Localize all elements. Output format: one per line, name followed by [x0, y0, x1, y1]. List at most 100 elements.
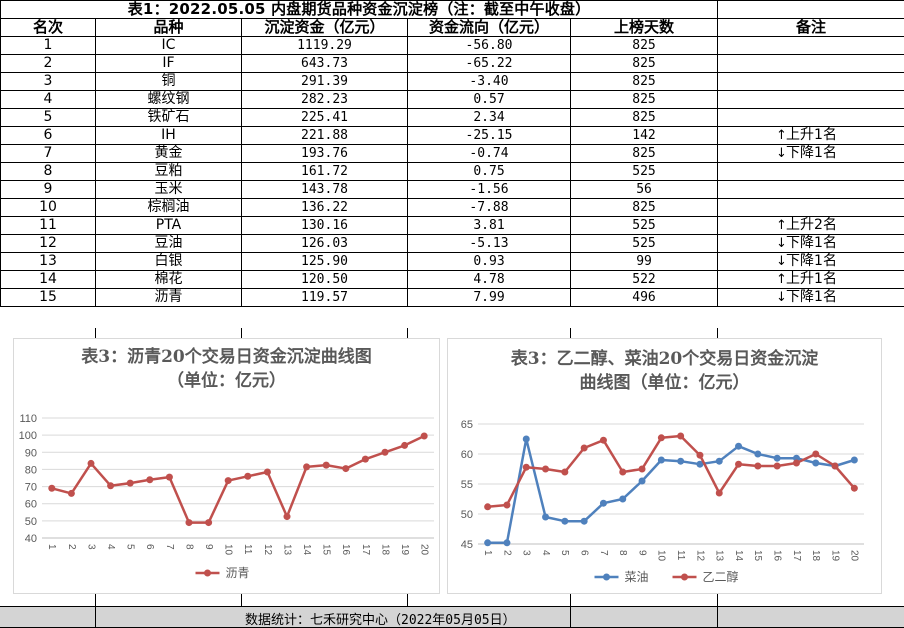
- data-point: [361, 455, 369, 463]
- x-tick-label: 4: [105, 544, 116, 550]
- ranking-table: 表1：2022.05.05 内盘期货品种资金沉淀榜（注：截至中午收盘） 名次 品…: [0, 0, 904, 307]
- cell-capital: 125.90: [241, 252, 408, 271]
- table-row: 5 铁矿石 225.41 2.34 825: [0, 108, 904, 127]
- x-tick-label: 2: [66, 544, 77, 550]
- cell-remark: ↑上升1名: [717, 126, 904, 145]
- cell-flow: -25.15: [407, 126, 571, 145]
- data-point: [401, 441, 409, 449]
- remark-text: 下降1名: [786, 289, 837, 306]
- x-tick-label: 13: [714, 550, 725, 562]
- x-tick-label: 9: [636, 550, 647, 556]
- data-point: [812, 450, 820, 458]
- data-point: [715, 457, 723, 465]
- data-point: [420, 432, 428, 440]
- cell-remark: ↓下降1名: [717, 144, 904, 163]
- cell-capital: 225.41: [241, 108, 408, 127]
- x-tick-label: 17: [360, 544, 371, 556]
- table-row: 11 PTA 130.16 3.81 525 ↑上升2名: [0, 216, 904, 235]
- legend-marker: [681, 573, 688, 581]
- cell-flow: 0.93: [407, 252, 571, 271]
- cell-capital: 120.50: [241, 270, 408, 289]
- x-tick-label: 14: [733, 550, 744, 562]
- cell-remark: ↓下降1名: [717, 234, 904, 253]
- remark-text: 上升1名: [786, 271, 837, 288]
- x-tick-label: 20: [849, 550, 860, 562]
- legend-label: 菜油: [625, 570, 649, 584]
- cell-remark: [717, 108, 904, 127]
- x-tick-label: 8: [617, 550, 628, 556]
- data-point: [773, 454, 781, 462]
- data-point: [48, 484, 56, 492]
- table-row: 1 IC 1119.29 -56.80 825: [0, 36, 904, 55]
- y-tick-label: 40: [25, 533, 37, 545]
- cell-flow: 4.78: [407, 270, 571, 289]
- table-row: 7 黄金 193.76 -0.74 825 ↓下降1名: [0, 144, 904, 163]
- data-point: [792, 454, 800, 462]
- data-point: [107, 482, 115, 490]
- grid-line: [717, 607, 718, 627]
- data-point: [599, 436, 607, 444]
- header-capital: 沉淀资金（亿元）: [241, 18, 408, 37]
- cell-days: 525: [569, 234, 719, 253]
- chart1-title-line2: （单位：亿元）: [167, 371, 286, 391]
- remark-text: 下降1名: [786, 235, 837, 252]
- cell-name: PTA: [95, 216, 242, 235]
- data-point: [677, 432, 685, 440]
- data-point: [773, 462, 781, 470]
- meg-rapeseed-chart: 表3：乙二醇、菜油20个交易日资金沉淀 曲线图（单位：亿元） 45 50 55 60 6…: [447, 338, 882, 594]
- x-tick-label: 18: [810, 550, 821, 562]
- x-tick-label: 6: [144, 544, 155, 550]
- cell-capital: 119.57: [241, 288, 408, 307]
- cell-name: 玉米: [95, 180, 242, 199]
- cell-remark: [717, 198, 904, 217]
- arrow-down-icon: ↓: [776, 254, 787, 269]
- x-tick-label: 10: [656, 550, 667, 562]
- cell-capital: 1119.29: [241, 36, 408, 55]
- y-tick-label: 80: [25, 464, 37, 476]
- x-tick-label: 3: [521, 550, 532, 556]
- data-point: [657, 434, 665, 442]
- data-point: [244, 472, 252, 480]
- cell-name: IF: [95, 54, 242, 73]
- data-point: [67, 489, 75, 497]
- cell-remark: ↓下降1名: [717, 288, 904, 307]
- x-tick-label: 11: [675, 550, 686, 561]
- data-point: [542, 513, 550, 521]
- cell-rank: 6: [0, 126, 96, 145]
- cell-name: 白银: [95, 252, 242, 271]
- legend-marker: [204, 569, 211, 577]
- cell-flow: -65.22: [407, 54, 571, 73]
- data-point: [146, 476, 154, 484]
- data-point: [283, 513, 291, 521]
- y-tick-label: 60: [25, 499, 37, 511]
- table-row: 14 棉花 120.50 4.78 522 ↑上升1名: [0, 270, 904, 289]
- cell-flow: 0.57: [407, 90, 571, 109]
- data-point: [850, 456, 858, 464]
- cell-name: 棉花: [95, 270, 242, 289]
- x-tick-label: 13: [281, 544, 292, 556]
- y-tick-label: 60: [461, 449, 473, 461]
- data-point: [165, 473, 173, 481]
- table-row: 12 豆油 126.03 -5.13 525 ↓下降1名: [0, 234, 904, 253]
- legend-label: 沥青: [226, 566, 250, 580]
- data-point: [185, 519, 193, 527]
- cell-days: 825: [569, 90, 719, 109]
- cell-capital: 643.73: [241, 54, 408, 73]
- cell-rank: 11: [0, 216, 96, 235]
- header-name: 品种: [95, 18, 242, 37]
- series-line: [487, 434, 856, 509]
- cell-flow: 2.34: [407, 108, 571, 127]
- data-point: [484, 539, 492, 547]
- cell-flow: -7.88: [407, 198, 571, 217]
- cell-rank: 14: [0, 270, 96, 289]
- chart1-title-line1: 表3：沥青20个交易日资金沉淀曲线图: [81, 347, 372, 367]
- x-tick-label: 5: [559, 550, 570, 556]
- data-point: [561, 517, 569, 525]
- cell-rank: 1: [0, 36, 96, 55]
- x-tick-label: 7: [598, 550, 609, 556]
- x-tick-label: 6: [579, 550, 590, 556]
- arrow-down-icon: ↓: [776, 290, 787, 305]
- cell-capital: 291.39: [241, 72, 408, 91]
